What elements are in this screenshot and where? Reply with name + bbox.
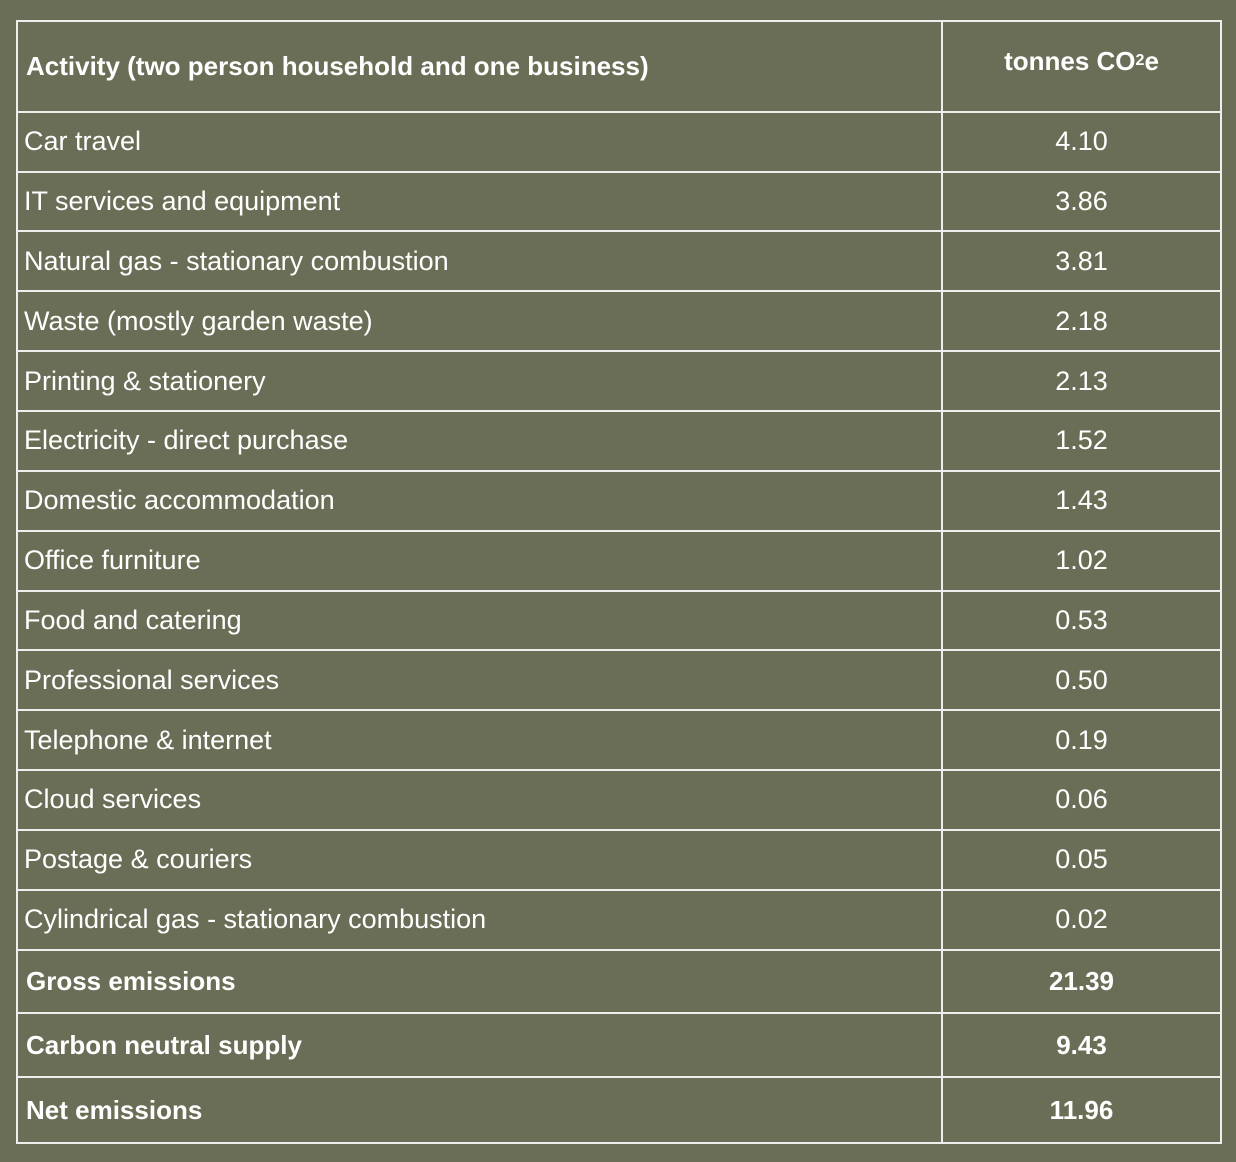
value-cell: 1.52: [1055, 425, 1108, 456]
total-value-cell: 11.96: [1049, 1094, 1114, 1125]
carbon-neutral-supply-row: Carbon neutral supply 9.43: [18, 1014, 1220, 1079]
activity-cell: Electricity - direct purchase: [18, 411, 943, 470]
activity-cell: Postage & couriers: [18, 830, 943, 889]
table-header-row: Activity (two person household and one b…: [18, 22, 1220, 113]
total-label-cell: Carbon neutral supply: [18, 1014, 943, 1077]
value-cell: 0.02: [1055, 904, 1108, 935]
activity-cell: Cloud services: [18, 771, 943, 829]
table-row: IT services and equipment 3.86: [18, 172, 1220, 233]
value-cell: 0.06: [1055, 784, 1108, 815]
activity-cell: Cylindrical gas - stationary combustion: [18, 890, 943, 949]
activity-cell: Food and catering: [18, 591, 943, 650]
total-label-cell: Net emissions: [18, 1078, 943, 1143]
table-row: Waste (mostly garden waste) 2.18: [18, 292, 1220, 353]
value-cell: 3.81: [1055, 245, 1108, 276]
table-row: Printing & stationery 2.13: [18, 352, 1220, 412]
table-row: Office furniture 1.02: [18, 531, 1220, 592]
activity-cell: Waste (mostly garden waste): [18, 292, 943, 351]
table-row: Car travel 4.10: [18, 112, 1220, 173]
value-cell: 2.13: [1055, 365, 1108, 396]
value-cell: 4.10: [1055, 126, 1108, 157]
activity-cell: Printing & stationery: [18, 352, 943, 410]
activity-cell: Natural gas - stationary combustion: [18, 232, 943, 291]
gross-emissions-row: Gross emissions 21.39: [18, 950, 1220, 1015]
activity-column-header: Activity (two person household and one b…: [18, 22, 943, 111]
activity-cell: Professional services: [18, 651, 943, 710]
activity-cell: IT services and equipment: [18, 172, 943, 231]
table-row: Cylindrical gas - stationary combustion …: [18, 890, 1220, 951]
unit-subscript: 2: [1135, 52, 1145, 70]
activity-cell: Domestic accommodation: [18, 471, 943, 530]
table-row: Postage & couriers 0.05: [18, 830, 1220, 891]
value-cell: 1.43: [1055, 485, 1108, 516]
activity-cell: Car travel: [18, 112, 943, 171]
net-emissions-row: Net emissions 11.96: [18, 1078, 1220, 1143]
total-value-cell: 21.39: [1048, 965, 1115, 996]
table-row: Telephone & internet 0.19: [18, 711, 1220, 772]
table-row: Domestic accommodation 1.43: [18, 471, 1220, 532]
value-cell: 0.53: [1055, 604, 1108, 635]
unit-column-header: tonnes CO 2 e: [943, 22, 1220, 111]
value-cell: 0.19: [1055, 724, 1108, 755]
value-cell: 0.05: [1055, 844, 1108, 875]
table-row: Natural gas - stationary combustion 3.81: [18, 232, 1220, 293]
total-label-cell: Gross emissions: [18, 950, 943, 1013]
value-cell: 1.02: [1055, 545, 1108, 576]
unit-prefix: tonnes CO: [1004, 45, 1136, 76]
table-row: Electricity - direct purchase 1.52: [18, 411, 1220, 472]
activity-cell: Office furniture: [18, 531, 943, 590]
emissions-table: Activity (two person household and one b…: [16, 20, 1222, 1144]
table-row: Food and catering 0.53: [18, 591, 1220, 652]
value-cell: 0.50: [1055, 664, 1108, 695]
activity-cell: Telephone & internet: [18, 711, 943, 770]
value-cell: 2.18: [1055, 305, 1108, 336]
table-row: Professional services 0.50: [18, 651, 1220, 712]
table-row: Cloud services 0.06: [18, 771, 1220, 831]
value-cell: 3.86: [1055, 186, 1108, 217]
unit-suffix: e: [1144, 45, 1159, 76]
total-value-cell: 9.43: [1056, 1029, 1107, 1060]
